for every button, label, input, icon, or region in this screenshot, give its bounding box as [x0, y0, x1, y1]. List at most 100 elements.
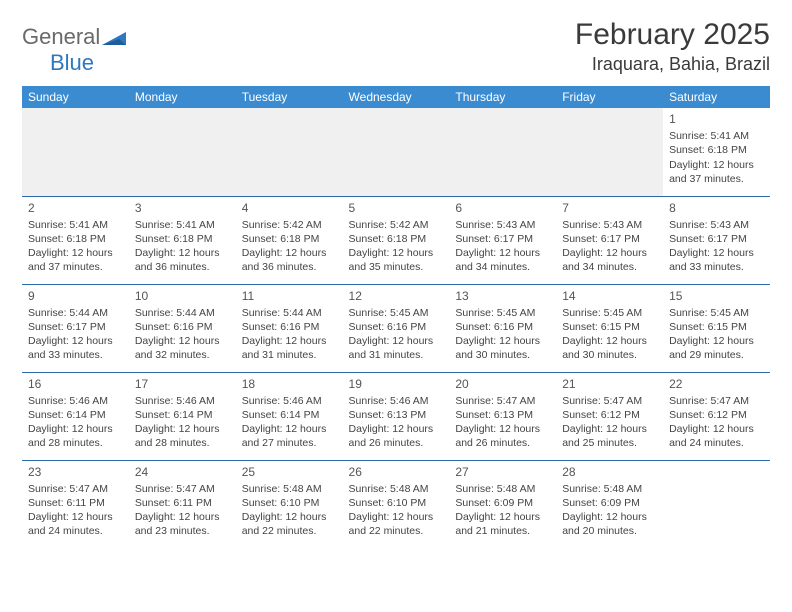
logo: GeneralBlue — [22, 24, 128, 76]
sunrise-text: Sunrise: 5:43 AM — [562, 218, 657, 232]
logo-text-general: General — [22, 24, 100, 50]
daylight-text: Daylight: 12 hours — [28, 510, 123, 524]
day-number: 18 — [242, 376, 337, 392]
calendar-day-cell: 2Sunrise: 5:41 AMSunset: 6:18 PMDaylight… — [22, 196, 129, 284]
calendar-day-cell: 21Sunrise: 5:47 AMSunset: 6:12 PMDayligh… — [556, 372, 663, 460]
sunset-text: Sunset: 6:16 PM — [455, 320, 550, 334]
daylight-text: and 26 minutes. — [455, 436, 550, 450]
daylight-text: Daylight: 12 hours — [455, 334, 550, 348]
sunrise-text: Sunrise: 5:48 AM — [562, 482, 657, 496]
day-header: Monday — [129, 86, 236, 108]
sunrise-text: Sunrise: 5:43 AM — [455, 218, 550, 232]
daylight-text: and 33 minutes. — [669, 260, 764, 274]
daylight-text: Daylight: 12 hours — [349, 334, 444, 348]
daylight-text: and 22 minutes. — [242, 524, 337, 538]
sunset-text: Sunset: 6:18 PM — [135, 232, 230, 246]
sunset-text: Sunset: 6:17 PM — [455, 232, 550, 246]
sunset-text: Sunset: 6:14 PM — [242, 408, 337, 422]
sunrise-text: Sunrise: 5:44 AM — [28, 306, 123, 320]
sunrise-text: Sunrise: 5:45 AM — [349, 306, 444, 320]
daylight-text: and 37 minutes. — [28, 260, 123, 274]
calendar-day-cell: 23Sunrise: 5:47 AMSunset: 6:11 PMDayligh… — [22, 460, 129, 548]
day-number: 5 — [349, 200, 444, 216]
daylight-text: Daylight: 12 hours — [135, 422, 230, 436]
daylight-text: Daylight: 12 hours — [562, 334, 657, 348]
sunrise-text: Sunrise: 5:42 AM — [349, 218, 444, 232]
day-number: 12 — [349, 288, 444, 304]
calendar-day-cell: 3Sunrise: 5:41 AMSunset: 6:18 PMDaylight… — [129, 196, 236, 284]
sunrise-text: Sunrise: 5:41 AM — [28, 218, 123, 232]
calendar-day-cell: 22Sunrise: 5:47 AMSunset: 6:12 PMDayligh… — [663, 372, 770, 460]
sunrise-text: Sunrise: 5:48 AM — [242, 482, 337, 496]
sunrise-text: Sunrise: 5:45 AM — [562, 306, 657, 320]
daylight-text: Daylight: 12 hours — [349, 510, 444, 524]
logo-text-blue: Blue — [50, 50, 94, 75]
daylight-text: Daylight: 12 hours — [28, 422, 123, 436]
calendar-week-row: 9Sunrise: 5:44 AMSunset: 6:17 PMDaylight… — [22, 284, 770, 372]
day-header: Friday — [556, 86, 663, 108]
day-number: 17 — [135, 376, 230, 392]
sunset-text: Sunset: 6:18 PM — [349, 232, 444, 246]
calendar-day-cell: 17Sunrise: 5:46 AMSunset: 6:14 PMDayligh… — [129, 372, 236, 460]
sunset-text: Sunset: 6:14 PM — [135, 408, 230, 422]
daylight-text: and 24 minutes. — [669, 436, 764, 450]
day-number: 26 — [349, 464, 444, 480]
sunset-text: Sunset: 6:17 PM — [562, 232, 657, 246]
day-header: Saturday — [663, 86, 770, 108]
calendar-day-cell: 12Sunrise: 5:45 AMSunset: 6:16 PMDayligh… — [343, 284, 450, 372]
daylight-text: Daylight: 12 hours — [28, 334, 123, 348]
calendar-week-row: 1Sunrise: 5:41 AMSunset: 6:18 PMDaylight… — [22, 108, 770, 196]
day-number: 28 — [562, 464, 657, 480]
daylight-text: and 30 minutes. — [455, 348, 550, 362]
sunrise-text: Sunrise: 5:48 AM — [455, 482, 550, 496]
day-number: 2 — [28, 200, 123, 216]
daylight-text: and 21 minutes. — [455, 524, 550, 538]
daylight-text: and 28 minutes. — [28, 436, 123, 450]
sunrise-text: Sunrise: 5:43 AM — [669, 218, 764, 232]
sunset-text: Sunset: 6:13 PM — [455, 408, 550, 422]
daylight-text: and 37 minutes. — [669, 172, 764, 186]
logo-triangle-icon — [102, 31, 128, 52]
calendar-header-row: SundayMondayTuesdayWednesdayThursdayFrid… — [22, 86, 770, 108]
daylight-text: and 34 minutes. — [562, 260, 657, 274]
sunset-text: Sunset: 6:12 PM — [562, 408, 657, 422]
day-number: 4 — [242, 200, 337, 216]
calendar-day-cell: 24Sunrise: 5:47 AMSunset: 6:11 PMDayligh… — [129, 460, 236, 548]
daylight-text: and 24 minutes. — [28, 524, 123, 538]
daylight-text: Daylight: 12 hours — [28, 246, 123, 260]
sunset-text: Sunset: 6:17 PM — [28, 320, 123, 334]
daylight-text: and 36 minutes. — [135, 260, 230, 274]
day-number: 16 — [28, 376, 123, 392]
calendar-day-cell: 1Sunrise: 5:41 AMSunset: 6:18 PMDaylight… — [663, 108, 770, 196]
calendar-day-cell: 20Sunrise: 5:47 AMSunset: 6:13 PMDayligh… — [449, 372, 556, 460]
sunrise-text: Sunrise: 5:41 AM — [135, 218, 230, 232]
calendar-day-cell: 6Sunrise: 5:43 AMSunset: 6:17 PMDaylight… — [449, 196, 556, 284]
day-number: 11 — [242, 288, 337, 304]
calendar-day-cell: 18Sunrise: 5:46 AMSunset: 6:14 PMDayligh… — [236, 372, 343, 460]
sunrise-text: Sunrise: 5:44 AM — [242, 306, 337, 320]
daylight-text: and 25 minutes. — [562, 436, 657, 450]
daylight-text: Daylight: 12 hours — [135, 510, 230, 524]
daylight-text: Daylight: 12 hours — [669, 246, 764, 260]
sunrise-text: Sunrise: 5:46 AM — [349, 394, 444, 408]
calendar-day-cell: 19Sunrise: 5:46 AMSunset: 6:13 PMDayligh… — [343, 372, 450, 460]
calendar-week-row: 2Sunrise: 5:41 AMSunset: 6:18 PMDaylight… — [22, 196, 770, 284]
sunset-text: Sunset: 6:15 PM — [562, 320, 657, 334]
daylight-text: Daylight: 12 hours — [135, 246, 230, 260]
sunset-text: Sunset: 6:13 PM — [349, 408, 444, 422]
daylight-text: and 31 minutes. — [242, 348, 337, 362]
sunrise-text: Sunrise: 5:47 AM — [135, 482, 230, 496]
day-number: 14 — [562, 288, 657, 304]
daylight-text: and 32 minutes. — [135, 348, 230, 362]
calendar-day-cell: 26Sunrise: 5:48 AMSunset: 6:10 PMDayligh… — [343, 460, 450, 548]
sunrise-text: Sunrise: 5:45 AM — [669, 306, 764, 320]
day-header: Tuesday — [236, 86, 343, 108]
calendar-day-cell: 13Sunrise: 5:45 AMSunset: 6:16 PMDayligh… — [449, 284, 556, 372]
sunrise-text: Sunrise: 5:44 AM — [135, 306, 230, 320]
calendar-blank-cell — [22, 108, 129, 196]
header: GeneralBlue February 2025 Iraquara, Bahi… — [22, 18, 770, 76]
daylight-text: and 29 minutes. — [669, 348, 764, 362]
sunrise-text: Sunrise: 5:47 AM — [28, 482, 123, 496]
day-number: 8 — [669, 200, 764, 216]
sunrise-text: Sunrise: 5:42 AM — [242, 218, 337, 232]
